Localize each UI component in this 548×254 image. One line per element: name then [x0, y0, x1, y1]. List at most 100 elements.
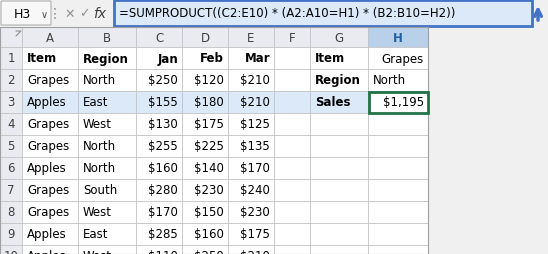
Text: $175: $175: [240, 228, 270, 241]
Text: $210: $210: [240, 74, 270, 87]
Bar: [182, 245, 228, 254]
Text: Region: Region: [83, 52, 129, 65]
Text: =SUMPRODUCT((C2:E10) * (A2:A10=H1) * (B2:B10=H2)): =SUMPRODUCT((C2:E10) * (A2:A10=H1) * (B2…: [119, 7, 455, 20]
Bar: [368, 92, 427, 113]
Text: West: West: [83, 249, 112, 254]
Text: B: B: [103, 31, 111, 44]
Bar: [274, 135, 310, 157]
Bar: [182, 92, 228, 114]
Bar: [0, 114, 22, 135]
Text: Grapes: Grapes: [382, 52, 424, 65]
Text: Grapes: Grapes: [27, 206, 69, 219]
FancyBboxPatch shape: [1, 2, 51, 26]
Text: $280: $280: [149, 184, 178, 197]
Text: North: North: [83, 162, 116, 175]
Text: East: East: [83, 228, 109, 241]
Bar: [136, 179, 182, 201]
Bar: [310, 245, 368, 254]
Bar: [368, 48, 428, 70]
Text: 2: 2: [7, 74, 15, 87]
Bar: [22, 114, 78, 135]
Bar: [228, 245, 274, 254]
Bar: [228, 223, 274, 245]
Text: $170: $170: [240, 162, 270, 175]
Bar: [0, 70, 22, 92]
Bar: [136, 157, 182, 179]
Bar: [274, 114, 310, 135]
Text: West: West: [83, 118, 112, 131]
Bar: [182, 157, 228, 179]
Text: $170: $170: [148, 206, 178, 219]
Text: $250: $250: [194, 249, 224, 254]
Bar: [182, 135, 228, 157]
Bar: [0, 92, 22, 114]
Bar: [136, 135, 182, 157]
Text: D: D: [201, 31, 209, 44]
Text: $230: $230: [240, 206, 270, 219]
Text: 3: 3: [7, 96, 15, 109]
Text: Grapes: Grapes: [27, 118, 69, 131]
Bar: [228, 201, 274, 223]
Bar: [22, 70, 78, 92]
Bar: [78, 48, 136, 70]
Bar: [78, 179, 136, 201]
Text: $210: $210: [240, 96, 270, 109]
Bar: [0, 28, 428, 254]
Text: C: C: [155, 31, 163, 44]
Text: fx: fx: [94, 7, 106, 21]
Bar: [182, 114, 228, 135]
Bar: [310, 48, 368, 70]
Text: H3: H3: [13, 7, 31, 20]
Text: 5: 5: [7, 140, 15, 153]
Text: Jan: Jan: [157, 52, 178, 65]
Text: Apples: Apples: [27, 249, 67, 254]
Text: F: F: [289, 31, 295, 44]
Bar: [0, 135, 22, 157]
Bar: [0, 157, 22, 179]
Text: $230: $230: [194, 184, 224, 197]
Text: 7: 7: [7, 184, 15, 197]
Text: North: North: [373, 74, 406, 87]
Text: $140: $140: [194, 162, 224, 175]
Bar: [136, 70, 182, 92]
Text: 8: 8: [7, 206, 15, 219]
Bar: [182, 48, 228, 70]
Text: $135: $135: [240, 140, 270, 153]
Bar: [228, 179, 274, 201]
Bar: [182, 201, 228, 223]
Bar: [78, 70, 136, 92]
Bar: [78, 135, 136, 157]
Bar: [22, 245, 78, 254]
Text: Mar: Mar: [244, 52, 270, 65]
Text: West: West: [83, 206, 112, 219]
Text: $210: $210: [240, 249, 270, 254]
Text: Grapes: Grapes: [27, 74, 69, 87]
Bar: [114, 1, 532, 27]
Text: Item: Item: [315, 52, 345, 65]
Bar: [136, 48, 182, 70]
Text: $160: $160: [194, 228, 224, 241]
Bar: [78, 28, 136, 48]
Bar: [310, 135, 368, 157]
Bar: [136, 245, 182, 254]
Bar: [274, 70, 310, 92]
Bar: [136, 92, 182, 114]
Text: $150: $150: [194, 206, 224, 219]
Bar: [136, 28, 182, 48]
Text: 1: 1: [7, 52, 15, 65]
Text: $225: $225: [194, 140, 224, 153]
Bar: [274, 92, 310, 114]
Text: North: North: [83, 74, 116, 87]
Bar: [0, 223, 22, 245]
Text: $180: $180: [194, 96, 224, 109]
Bar: [228, 48, 274, 70]
Bar: [368, 92, 428, 114]
Bar: [274, 157, 310, 179]
Bar: [228, 70, 274, 92]
Bar: [0, 48, 22, 70]
Bar: [78, 114, 136, 135]
Text: Item: Item: [27, 52, 57, 65]
Bar: [136, 223, 182, 245]
Bar: [274, 179, 310, 201]
Bar: [0, 201, 22, 223]
